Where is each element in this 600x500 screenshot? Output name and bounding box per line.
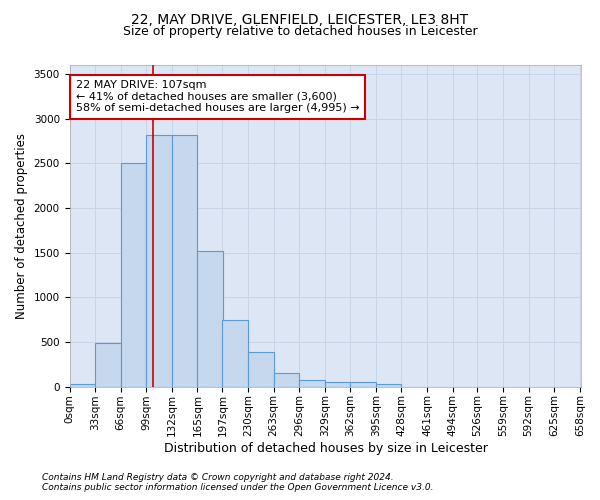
- Bar: [248, 352, 274, 386]
- Bar: [223, 320, 248, 386]
- Bar: [350, 382, 376, 386]
- Bar: [197, 251, 223, 386]
- Text: Size of property relative to detached houses in Leicester: Size of property relative to detached ho…: [122, 25, 478, 38]
- Bar: [274, 374, 299, 386]
- Bar: [325, 382, 350, 386]
- Bar: [299, 380, 325, 386]
- Bar: [121, 164, 146, 386]
- Bar: [146, 134, 172, 386]
- Y-axis label: Number of detached properties: Number of detached properties: [15, 133, 28, 319]
- Bar: [376, 384, 401, 386]
- Bar: [70, 384, 95, 386]
- Bar: [95, 343, 121, 386]
- Text: 22 MAY DRIVE: 107sqm
← 41% of detached houses are smaller (3,600)
58% of semi-de: 22 MAY DRIVE: 107sqm ← 41% of detached h…: [76, 80, 359, 114]
- Text: Contains HM Land Registry data © Crown copyright and database right 2024.: Contains HM Land Registry data © Crown c…: [42, 474, 394, 482]
- X-axis label: Distribution of detached houses by size in Leicester: Distribution of detached houses by size …: [164, 442, 487, 455]
- Bar: [172, 134, 197, 386]
- Text: 22, MAY DRIVE, GLENFIELD, LEICESTER, LE3 8HT: 22, MAY DRIVE, GLENFIELD, LEICESTER, LE3…: [131, 12, 469, 26]
- Text: Contains public sector information licensed under the Open Government Licence v3: Contains public sector information licen…: [42, 484, 433, 492]
